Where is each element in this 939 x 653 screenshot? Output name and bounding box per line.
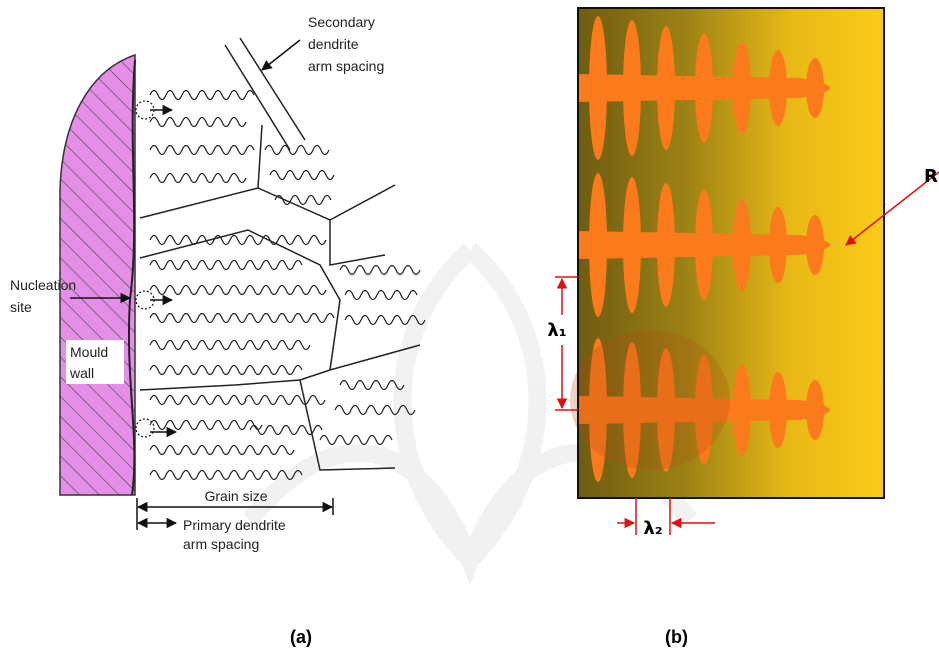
nucleation-label: Nucleation <box>10 277 76 293</box>
dendrite-arm <box>245 396 325 405</box>
mould-label: Mould <box>70 344 108 360</box>
dendrite-arm <box>150 91 254 100</box>
dendrite-arm <box>150 146 254 155</box>
grain-boundaries <box>140 38 420 470</box>
nucleation-label: site <box>10 299 32 315</box>
primary-label: arm spacing <box>183 536 259 552</box>
dendrite-arm <box>150 118 246 127</box>
dendrite-arm <box>150 236 326 245</box>
dendrite-arm <box>150 341 310 350</box>
dendrite-arm <box>150 446 294 455</box>
lambda2-label: λ₂ <box>643 518 662 539</box>
secondary-arm <box>623 20 641 156</box>
dendrites <box>150 91 425 480</box>
secondary-arm <box>806 58 824 118</box>
secondary-arm <box>589 16 607 160</box>
dendrite-arm <box>345 291 417 300</box>
dendrite-arm <box>150 261 302 270</box>
primary-label: Primary dendrite <box>183 517 286 533</box>
nuclei <box>136 101 154 437</box>
secondary-arm <box>695 190 713 300</box>
secondary-arm <box>733 42 751 134</box>
mould-label: wall <box>69 365 94 381</box>
caption: (a) <box>290 627 312 647</box>
dendrite-arm <box>270 171 334 180</box>
dendrite-arm <box>275 196 331 205</box>
secondary-arm <box>657 183 675 307</box>
dendrite-arm <box>150 366 302 375</box>
lambda1-label: λ₁ <box>547 320 566 341</box>
caption: (b) <box>665 627 688 647</box>
shade <box>570 330 730 470</box>
secondary-arm <box>623 177 641 313</box>
dendrites-b <box>570 16 830 482</box>
dendrite-arm <box>265 146 329 155</box>
secondary-arm <box>733 364 751 456</box>
panel-b: λ₁ λ₂ R (b) <box>540 8 939 647</box>
secondary-arm <box>806 380 824 440</box>
dendrite-arm <box>150 286 326 295</box>
secondary-label: arm spacing <box>308 58 384 74</box>
secondary-arm <box>589 173 607 317</box>
dendrite-arm <box>320 436 392 445</box>
panel-a: Secondary dendrite arm spacing Nucleatio… <box>10 14 425 647</box>
secondary-arm <box>733 199 751 291</box>
secondary-arm <box>769 207 787 283</box>
dendrite-arm <box>150 421 262 430</box>
dendrite-arm <box>150 314 334 323</box>
secondary-arm <box>806 215 824 275</box>
secondary-arm <box>695 33 713 143</box>
secondary-label: dendrite <box>308 36 359 52</box>
dendrite-arm <box>150 396 246 405</box>
diagram: Secondary dendrite arm spacing Nucleatio… <box>0 0 939 653</box>
secondary-arm <box>769 50 787 126</box>
dendrite-arm <box>340 266 420 275</box>
secondary-arm <box>657 26 675 150</box>
r-label: R <box>924 166 938 187</box>
secondary-arm <box>769 372 787 448</box>
grain-size-label: Grain size <box>204 488 267 504</box>
mould-wall <box>60 55 135 495</box>
dendrite-arm <box>150 174 246 183</box>
secondary-label: Secondary <box>308 14 375 30</box>
